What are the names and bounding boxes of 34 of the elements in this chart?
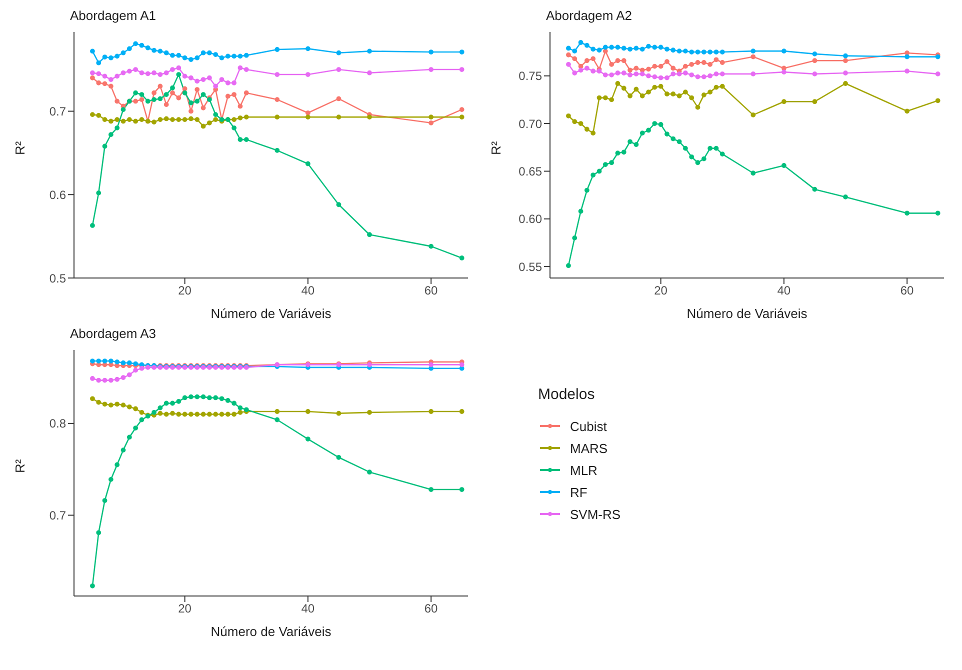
legend-label: MLR (570, 462, 598, 478)
x-tick-label: 20 (654, 284, 668, 298)
y-tick-label: 0.55 (518, 260, 542, 274)
x-tick-label: 60 (424, 602, 438, 616)
y-tick-label: 0.7 (49, 104, 66, 118)
y-tick-label: 0.7 (49, 508, 66, 522)
y-tick-label: 0.6 (49, 188, 66, 202)
x-tick-label: 60 (900, 284, 914, 298)
y-axis-title: R² (488, 140, 504, 155)
legend-label: MARS (570, 440, 608, 456)
x-tick-label: 40 (301, 284, 315, 298)
x-axis-title: Número de Variáveis (686, 306, 808, 321)
x-tick-label: 40 (301, 602, 315, 616)
legend-label: SVM-RS (570, 506, 621, 522)
legend-label: Cubist (570, 418, 607, 434)
x-tick-label: 60 (424, 284, 438, 298)
legend-title: Modelos (538, 386, 596, 403)
x-tick-label: 20 (178, 284, 192, 298)
y-tick-label: 0.60 (518, 212, 542, 226)
chart-title: Abordagem A1 (70, 8, 158, 25)
y-tick-label: 0.8 (49, 416, 66, 431)
x-tick-label: 40 (777, 284, 791, 298)
x-axis-title: Número de Variáveis (210, 624, 332, 639)
y-tick-label: 0.75 (518, 69, 542, 84)
y-tick-label: 0.5 (49, 271, 66, 286)
legend-label: RF (570, 484, 588, 500)
y-axis-title: R² (12, 140, 28, 155)
chart-title: Abordagem A2 (546, 8, 634, 25)
x-tick-label: 20 (178, 602, 192, 616)
y-axis-title: R² (12, 458, 28, 473)
y-tick-label: 0.65 (518, 164, 542, 178)
chart-title: Abordagem A3 (70, 326, 158, 343)
x-axis-title: Número de Variáveis (210, 306, 332, 321)
y-tick-label: 0.70 (518, 116, 542, 131)
